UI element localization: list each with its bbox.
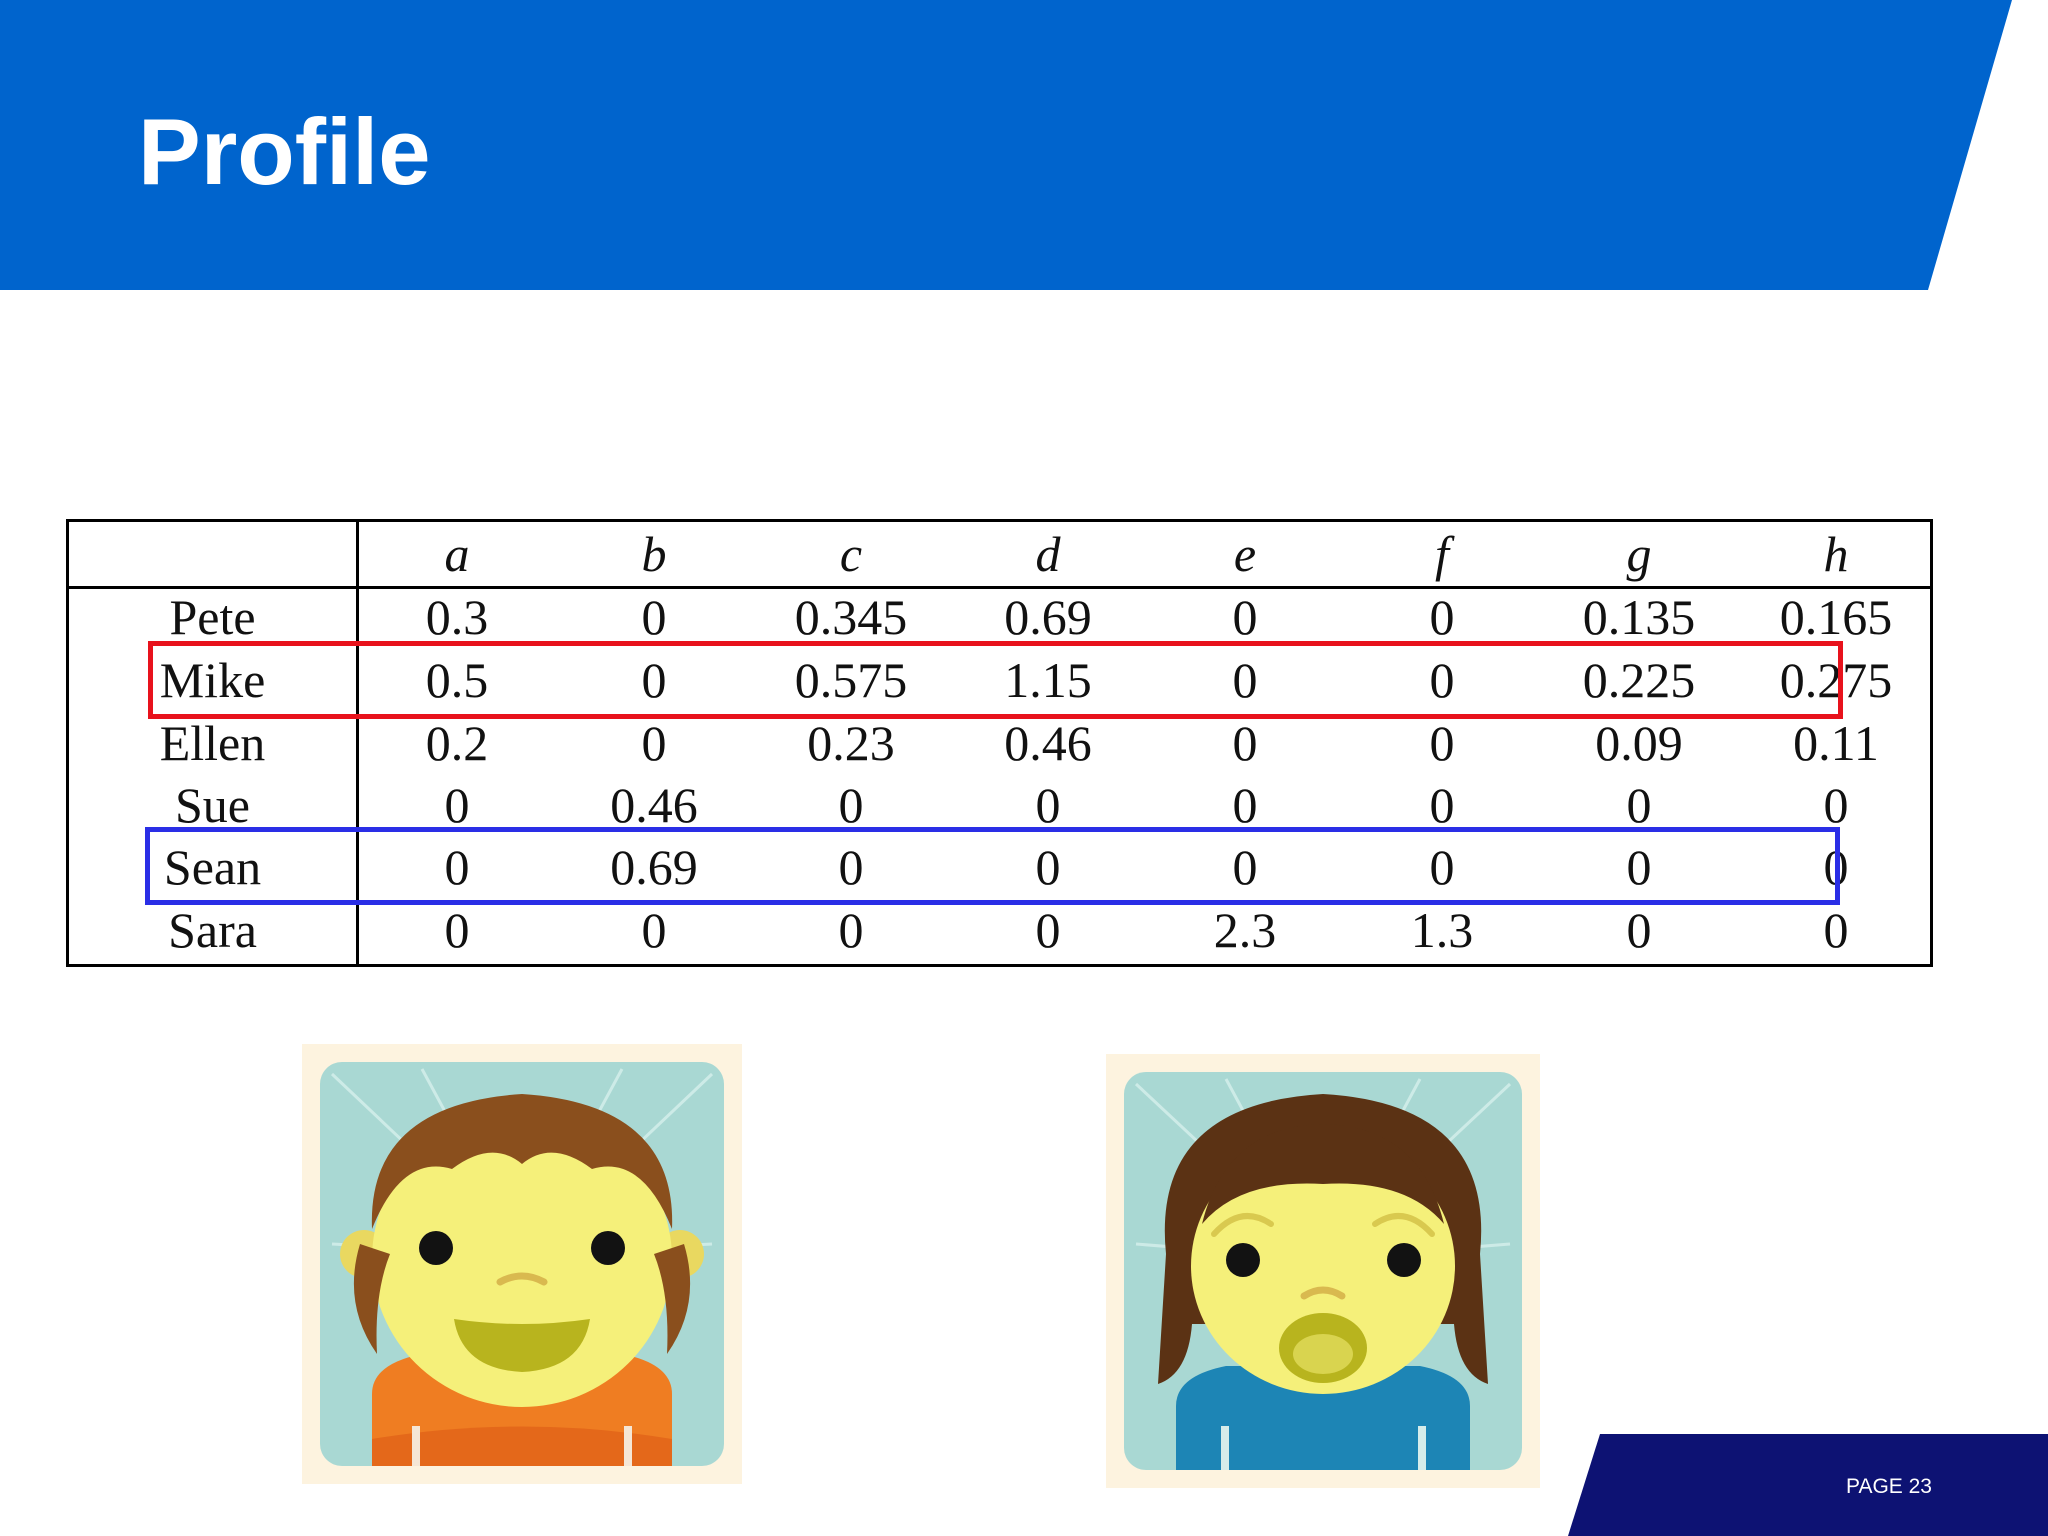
table-cell: 0.46 [1004, 715, 1092, 771]
table-cell: 0 [1232, 839, 1258, 895]
boy-avatar-icon [302, 1044, 742, 1484]
table-cell: 0 [1035, 902, 1061, 958]
table-cell: 0 [1429, 715, 1455, 771]
table-cell: 0 [1823, 902, 1849, 958]
table-cell: 0 [838, 777, 864, 833]
table-cell: 0 [641, 589, 667, 645]
table-cell: 0 [1823, 777, 1849, 833]
girl-avatar-icon [1106, 1054, 1540, 1488]
column-header-g: g [1626, 526, 1652, 582]
table-cell: 0 [444, 902, 470, 958]
table-cell: 0 [1232, 652, 1258, 708]
column-header-e: e [1233, 526, 1257, 582]
row-label-sean: Sean [163, 839, 262, 895]
column-header-a: a [444, 526, 470, 582]
table-cell: 0 [641, 715, 667, 771]
column-header-h: h [1823, 526, 1849, 582]
table-cell: 0.225 [1582, 652, 1696, 708]
page-number: PAGE 23 [1846, 1475, 1932, 1498]
column-header-d: d [1035, 526, 1061, 582]
table-cell: 0.2 [425, 715, 489, 771]
table-cell: 0 [838, 839, 864, 895]
table-cell: 0 [1626, 839, 1652, 895]
table-cell: 0 [1232, 589, 1258, 645]
table-cell: 0.23 [807, 715, 895, 771]
row-label-sue: Sue [175, 777, 250, 833]
table-cell: 0.345 [794, 589, 908, 645]
table-cell: 0.165 [1779, 589, 1893, 645]
column-header-b: b [641, 526, 667, 582]
table-cell: 0 [641, 652, 667, 708]
table-cell: 0 [1429, 589, 1455, 645]
table-cell: 0.69 [1004, 589, 1092, 645]
footer-band [1568, 1434, 2048, 1536]
row-label-pete: Pete [169, 589, 256, 645]
header-divider [69, 586, 1930, 589]
data-table: a b c d e f g h Pete 0.3 0 0.345 0.69 0 0 0.135… [66, 519, 1933, 967]
slide-title: Profile [138, 99, 431, 204]
table-cell: 0.11 [1793, 715, 1879, 771]
table-cell: 0.5 [425, 652, 489, 708]
table-cell: 0.09 [1595, 715, 1683, 771]
table-cell: 0 [1626, 902, 1652, 958]
table-cell: 0.46 [610, 777, 698, 833]
row-label-ellen: Ellen [159, 715, 266, 771]
row-label-mike: Mike [159, 652, 266, 708]
row-label-sara: Sara [168, 902, 257, 958]
table-cell: 0 [1429, 777, 1455, 833]
table-cell: 0 [1232, 715, 1258, 771]
table-cell: 0.575 [794, 652, 908, 708]
table-cell: 1.3 [1410, 902, 1474, 958]
table-cell: 0 [1232, 777, 1258, 833]
table-cell: 0.135 [1582, 589, 1696, 645]
column-header-c: c [839, 526, 863, 582]
table-cell: 0 [1035, 777, 1061, 833]
table-cell: 0 [1429, 652, 1455, 708]
column-divider [356, 522, 359, 964]
table-cell: 0 [1823, 839, 1849, 895]
table-cell: 0.69 [610, 839, 698, 895]
table-cell: 0.275 [1779, 652, 1893, 708]
table-cell: 0.3 [425, 589, 489, 645]
table-cell: 2.3 [1213, 902, 1277, 958]
table-cell: 0 [444, 777, 470, 833]
table-cell: 1.15 [1004, 652, 1092, 708]
header-band [0, 0, 2012, 290]
table-cell: 0 [838, 902, 864, 958]
table-cell: 0 [1429, 839, 1455, 895]
table-cell: 0 [444, 839, 470, 895]
table-cell: 0 [1626, 777, 1652, 833]
column-header-f: f [1435, 526, 1449, 582]
table-cell: 0 [1035, 839, 1061, 895]
table-cell: 0 [641, 902, 667, 958]
